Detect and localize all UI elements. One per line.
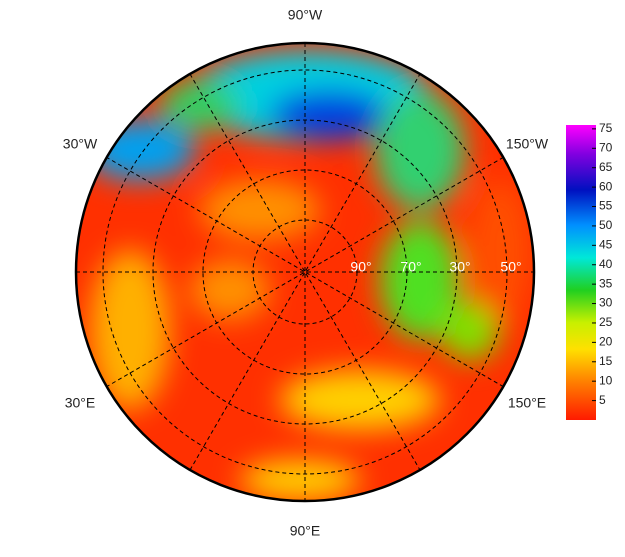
longitude-label: 30°E <box>65 395 96 411</box>
longitude-label: 150°E <box>508 395 546 411</box>
graticule <box>76 43 534 501</box>
colorbar-tick-label: 10 <box>599 373 613 387</box>
colorbar-tick-label: 30 <box>599 296 613 310</box>
colorbar-tick-label: 15 <box>599 354 613 368</box>
colorbar-tick-label: 50 <box>599 218 613 232</box>
colorbar-ramp <box>566 125 596 420</box>
longitude-label: 90°W <box>288 7 323 23</box>
longitude-labels: 90°W 150°W 30°W 30°E 150°E 90°E <box>63 7 549 539</box>
colorbar-tick-label: 55 <box>599 199 613 213</box>
colorbar-tick-label: 20 <box>599 335 613 349</box>
longitude-label: 150°W <box>506 136 549 152</box>
colorbar-tick-label: 35 <box>599 276 613 290</box>
map-border <box>74 41 536 503</box>
latitude-label: 30° <box>449 259 470 275</box>
latitude-labels: 90° 70° 30° 50° <box>350 259 521 275</box>
field <box>76 43 534 501</box>
colorbar-tick-label: 60 <box>599 179 613 193</box>
colorbar-tick-label: 25 <box>599 315 613 329</box>
colorbar-tick-label: 70 <box>599 140 613 154</box>
latitude-label: 70° <box>400 259 421 275</box>
latitude-label: 50° <box>500 259 521 275</box>
colorbar-tick-label: 45 <box>599 238 613 252</box>
colorbar: 5 10 15 20 25 30 35 40 45 50 55 60 65 70 75 <box>566 121 613 420</box>
colorbar-tick-label: 65 <box>599 160 613 174</box>
colorbar-tick-label: 75 <box>599 121 613 135</box>
colorbar-tick-label: 40 <box>599 257 613 271</box>
colorbar-tick-label: 5 <box>599 393 606 407</box>
latitude-label: 90° <box>350 259 371 275</box>
longitude-label: 30°W <box>63 136 98 152</box>
longitude-label: 90°E <box>290 523 321 539</box>
